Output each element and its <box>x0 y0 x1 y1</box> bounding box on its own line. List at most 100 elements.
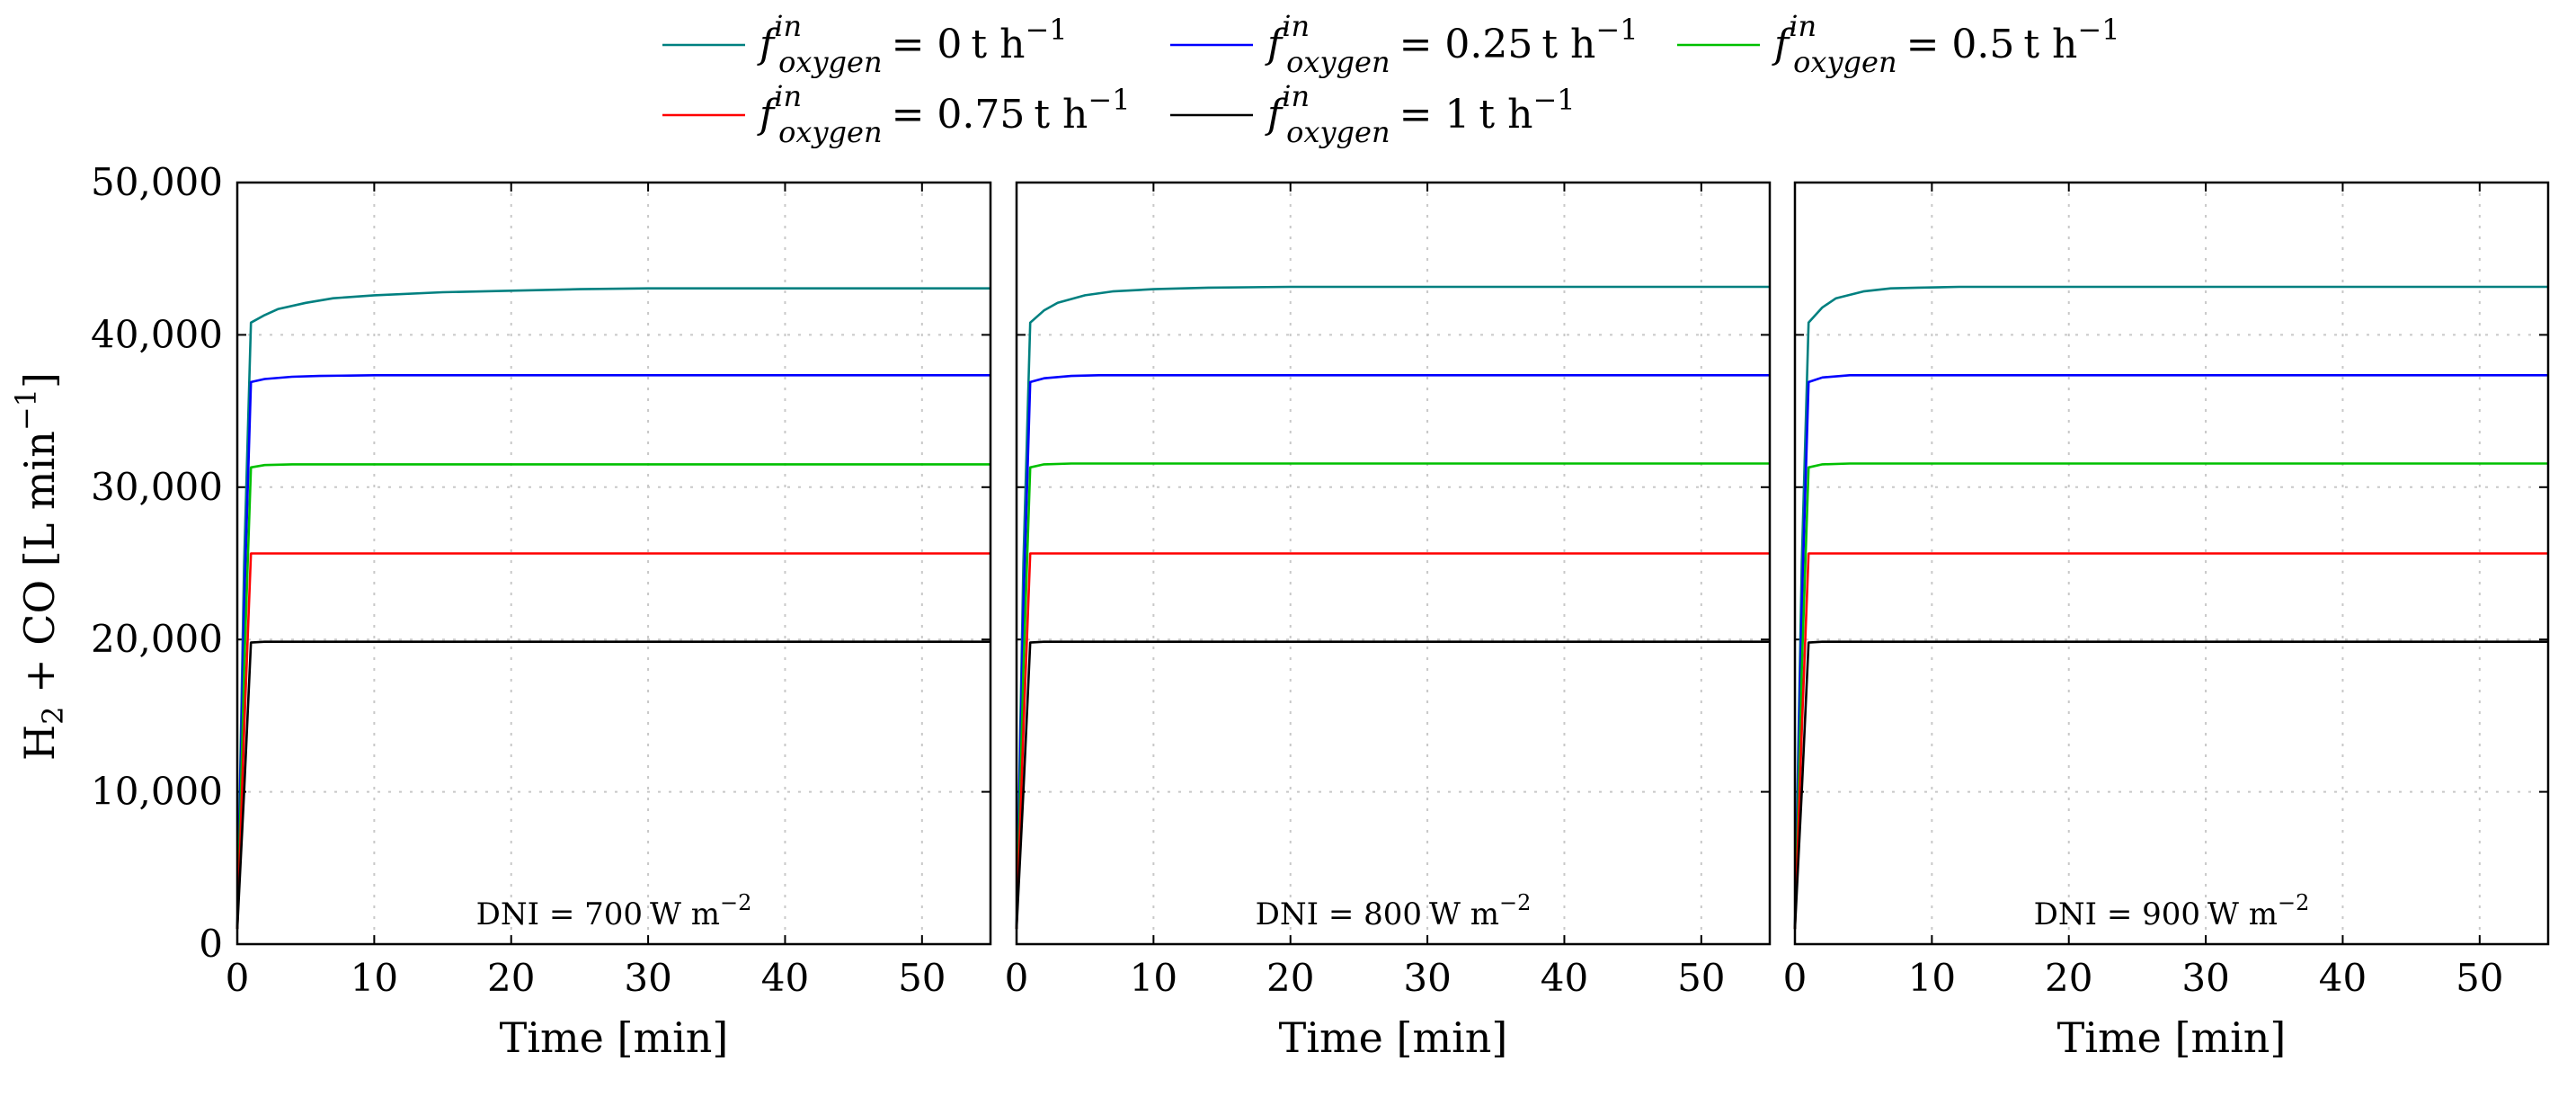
legend-superscript: in <box>1282 9 1310 43</box>
x-tick-label: 30 <box>624 956 671 1000</box>
x-tick-label: 40 <box>1541 956 1588 1000</box>
legend-subscript: oxygen <box>1286 115 1390 149</box>
legend-exponent: −1 <box>1595 13 1638 47</box>
plot-frame <box>235 181 992 946</box>
legend-label: fin oxygen = 0.5 t h−1 <box>1772 9 2120 79</box>
dni-value: DNI = 700 <box>476 896 643 932</box>
legend-superscript: in <box>1789 9 1817 43</box>
legend-unit: t h <box>1479 92 1532 138</box>
dni-exponent: −2 <box>2278 890 2309 915</box>
chart-panel: 0 10 20 30 40 50 Time [min] DNI = 900 W m−2 <box>1783 181 2550 1062</box>
y-tick-label: 40,000 <box>91 312 223 356</box>
x-tick-label: 30 <box>1403 956 1451 1000</box>
series-line <box>1015 552 1770 930</box>
legend-exponent: −1 <box>1532 83 1575 117</box>
x-tick-label: 50 <box>2456 956 2503 1000</box>
legend-label: fin oxygen = 0.75 t h−1 <box>757 79 1131 149</box>
legend-entry: fin oxygen = 0.25 t h−1 <box>1170 9 1639 79</box>
legend-value: = 0.5 <box>1906 22 2015 67</box>
legend-value: = 0 <box>892 22 963 67</box>
legend-subscript: oxygen <box>1286 45 1390 79</box>
y-axis-title-subscript: 2 <box>36 707 70 725</box>
x-tick-label: 10 <box>1908 956 1956 1000</box>
legend-subscript: oxygen <box>778 45 882 79</box>
chart-panel: 0 10 20 30 40 50 0 10,000 20,000 30,000 40,000 50,0… <box>91 160 992 1062</box>
plot-frame <box>1793 181 2550 946</box>
legend-value: = 1 <box>1399 92 1470 138</box>
x-axis-title: Time [min] <box>1279 1013 1508 1062</box>
dni-exponent: −2 <box>1499 890 1531 915</box>
legend-superscript: in <box>1282 79 1310 113</box>
series-line <box>1015 373 1770 930</box>
x-tick-label: 20 <box>487 956 535 1000</box>
dni-annotation: DNI = 700 W m−2 <box>476 890 752 932</box>
series-line <box>1793 462 2548 930</box>
series-line <box>1015 640 1770 930</box>
x-axis-title: Time [min] <box>500 1013 729 1062</box>
y-tick-label: 30,000 <box>91 465 223 509</box>
series-line <box>1793 285 2548 930</box>
legend-subscript: oxygen <box>778 115 882 149</box>
legend-subscript: oxygen <box>1793 45 1896 79</box>
dni-exponent: −2 <box>720 890 751 915</box>
legend-entry: fin oxygen = 0.75 t h−1 <box>662 79 1131 149</box>
x-tick-label: 20 <box>2045 956 2092 1000</box>
x-tick-label: 0 <box>1005 956 1029 1000</box>
y-axis-label: H2 + CO [L min−1] <box>9 372 70 761</box>
y-axis-title-base: H <box>15 725 64 761</box>
y-tick-label: 20,000 <box>91 617 223 661</box>
legend-unit: t h <box>1034 92 1088 138</box>
y-axis-title: H2 + CO [L min−1] <box>9 372 70 761</box>
series-line <box>235 373 990 930</box>
series-line <box>1793 373 2548 930</box>
x-tick-label: 30 <box>2181 956 2229 1000</box>
series-line <box>1793 552 2548 930</box>
x-tick-label: 40 <box>761 956 809 1000</box>
dni-unit: W m <box>2207 896 2278 932</box>
x-tick-label: 20 <box>1266 956 1314 1000</box>
legend-superscript: in <box>774 9 802 43</box>
y-axis-title-close: ] <box>15 372 64 388</box>
y-tick-label: 10,000 <box>91 770 223 814</box>
x-tick-label: 0 <box>226 956 250 1000</box>
x-tick-label: 50 <box>1677 956 1725 1000</box>
legend-label: fin oxygen = 0.25 t h−1 <box>1265 9 1639 79</box>
x-tick-label: 10 <box>351 956 398 1000</box>
chart-panel: 0 10 20 30 40 50 Time [min] DNI = 800 W m−2 <box>1005 181 1772 1062</box>
legend-exponent: −1 <box>2077 13 2119 47</box>
legend-unit: t h <box>1541 22 1595 67</box>
x-axis-title: Time [min] <box>2057 1013 2287 1062</box>
series-line <box>235 463 990 930</box>
legend-unit: t h <box>971 22 1025 67</box>
dni-unit: W m <box>1429 896 1499 932</box>
legend-unit: t h <box>2023 22 2077 67</box>
legend-value: = 0.25 <box>1399 22 1533 67</box>
series-line <box>1793 640 2548 930</box>
series-line <box>235 640 990 930</box>
legend-exponent: −1 <box>1025 13 1067 47</box>
y-axis-title-rest: + CO [L min <box>15 431 64 706</box>
x-tick-label: 10 <box>1130 956 1177 1000</box>
y-axis-title-exponent: −1 <box>9 388 43 431</box>
y-tick-label: 0 <box>199 922 223 966</box>
legend-exponent: −1 <box>1088 83 1130 117</box>
series-line <box>235 552 990 930</box>
series-line <box>235 287 990 930</box>
dni-value: DNI = 800 <box>1256 896 1422 932</box>
x-tick-label: 40 <box>2319 956 2367 1000</box>
series-line <box>1015 285 1770 930</box>
plot-frame <box>1015 181 1772 946</box>
panels: 0 10 20 30 40 50 0 10,000 20,000 30,000 40,000 50,0… <box>91 160 2550 1062</box>
dni-annotation: DNI = 800 W m−2 <box>1256 890 1532 932</box>
legend-value: = 0.75 <box>892 92 1026 138</box>
x-tick-label: 0 <box>1783 956 1808 1000</box>
dni-value: DNI = 900 <box>2034 896 2200 932</box>
series-line <box>1015 462 1770 930</box>
x-tick-label: 50 <box>898 956 946 1000</box>
